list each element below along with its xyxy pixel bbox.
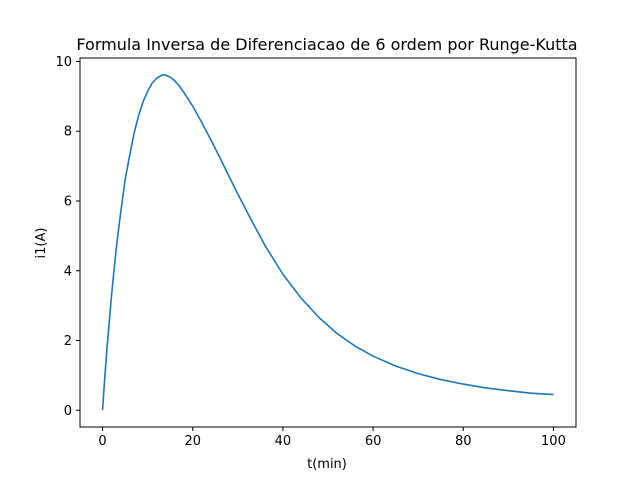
chart-title: Formula Inversa de Diferenciacao de 6 or… xyxy=(76,35,577,54)
y-tick-label-0: 0 xyxy=(64,404,72,419)
plot-area: 0 20 40 60 80 100 0 2 4 6 8 10 xyxy=(55,55,577,449)
x-tick-label-0: 0 xyxy=(98,434,106,449)
y-axis-label: i1(A) xyxy=(34,228,49,259)
x-tick-label-3: 60 xyxy=(365,434,382,449)
y-tick-label-4: 8 xyxy=(64,125,72,140)
y-tick-label-5: 10 xyxy=(55,55,72,70)
y-tick-label-1: 2 xyxy=(64,334,72,349)
y-tick-label-2: 4 xyxy=(64,264,72,279)
x-tick-label-5: 100 xyxy=(541,434,566,449)
series-line-0 xyxy=(101,73,554,411)
x-tick-label-4: 80 xyxy=(455,434,472,449)
x-tick-label-2: 40 xyxy=(275,434,292,449)
x-tick-label-1: 20 xyxy=(184,434,201,449)
x-axis-label: t(min) xyxy=(307,457,347,472)
plot-frame xyxy=(79,57,577,428)
y-tick-label-3: 6 xyxy=(64,194,72,209)
